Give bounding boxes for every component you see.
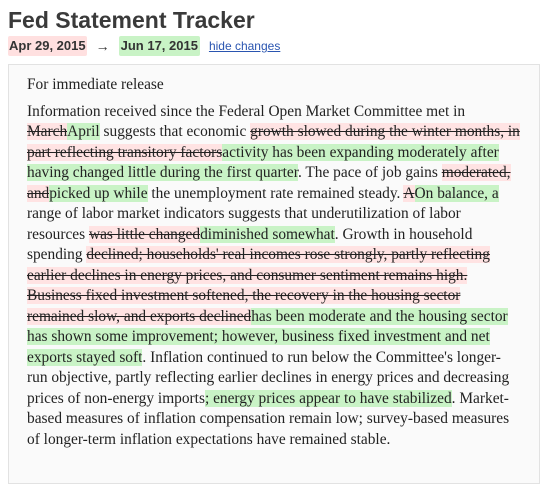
deleted-text: was little changed — [88, 225, 201, 243]
old-statement-date: Apr 29, 2015 — [8, 36, 87, 56]
inserted-text: April — [67, 123, 100, 140]
unchanged-text: the unemployment rate remained steady. — [147, 184, 404, 202]
statement-panel: For immediate release Information receiv… — [8, 64, 540, 484]
deleted-text: A — [403, 184, 415, 202]
release-label: For immediate release — [27, 76, 164, 93]
deleted-text: March — [27, 123, 68, 140]
page-title: Fed Statement Tracker — [8, 7, 255, 33]
unchanged-text: . Inflation continued to run below the C… — [27, 348, 510, 407]
unchanged-text: . Market-based measures of inflation com… — [27, 389, 510, 448]
date-comparison: Apr 29, 2015 → Jun 17, 2015 hide changes — [8, 36, 542, 56]
inserted-text: diminished somewhat — [200, 225, 335, 243]
inserted-text: ; energy prices appear to have stabilize… — [204, 389, 452, 407]
unchanged-text: . The pace of job gains — [297, 164, 442, 181]
statement-text: Information received since the Federal O… — [27, 102, 521, 451]
unchanged-text: Information received since the Federal O… — [27, 102, 466, 120]
inserted-text: On balance, a — [414, 184, 499, 202]
new-statement-date: Jun 17, 2015 — [118, 36, 200, 56]
header: Fed Statement Tracker Apr 29, 2015 → Jun… — [8, 4, 542, 56]
unchanged-text: range of labor market indicators suggest… — [27, 205, 461, 243]
unchanged-text: . Growth in household spending — [27, 225, 473, 264]
hide-changes-link[interactable]: hide changes — [208, 39, 281, 53]
unchanged-text: suggests that economic — [99, 123, 251, 140]
arrow-right-icon: → — [95, 38, 110, 54]
inserted-text: picked up while — [49, 184, 148, 202]
